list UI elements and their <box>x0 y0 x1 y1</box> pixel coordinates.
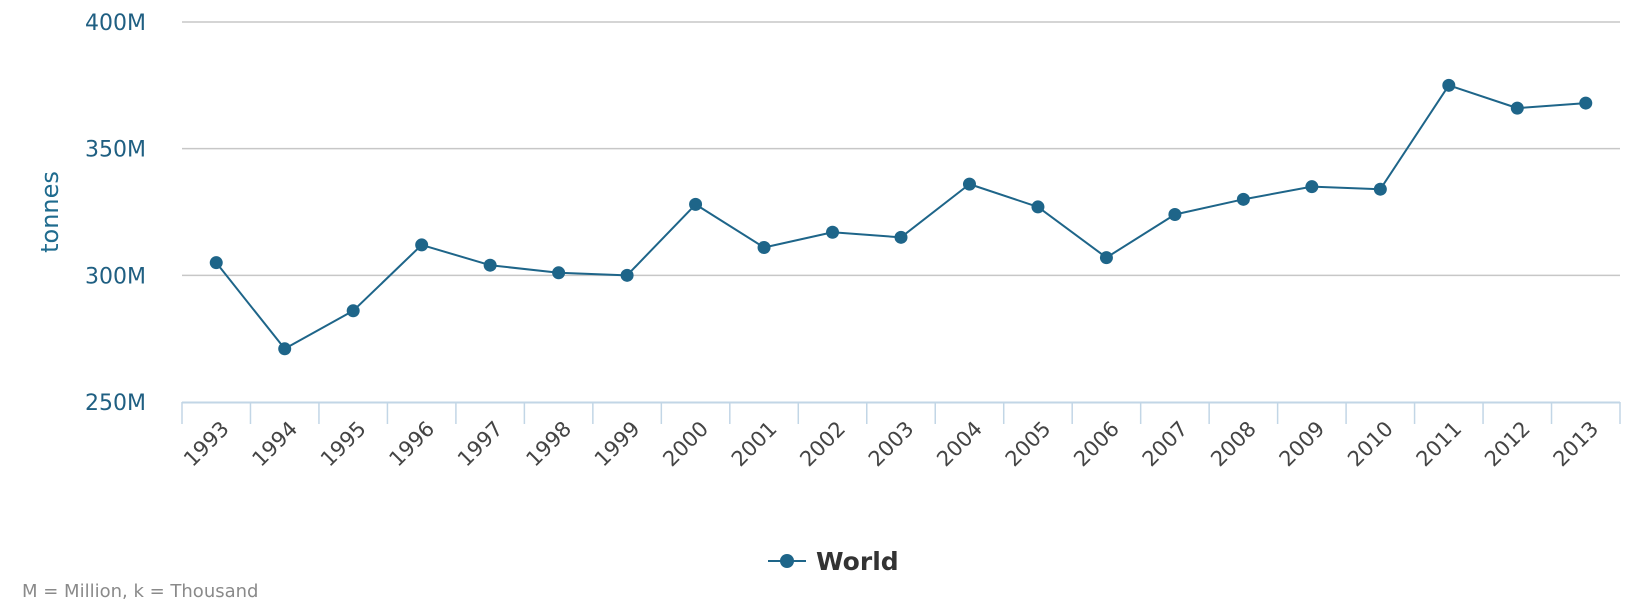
data-point-2000[interactable] <box>689 197 703 211</box>
y-axis-title: tonnes <box>36 171 64 253</box>
data-point-1994[interactable] <box>278 342 292 356</box>
data-point-2009[interactable] <box>1305 180 1319 194</box>
x-tick-label: 2004 <box>932 417 987 472</box>
y-tick-label: 250M <box>85 391 146 416</box>
data-point-2013[interactable] <box>1579 96 1593 110</box>
data-point-2002[interactable] <box>826 225 840 239</box>
grid-lines <box>182 21 1620 277</box>
data-point-1999[interactable] <box>620 268 634 282</box>
x-tick-label: 1998 <box>521 417 576 472</box>
legend-marker-icon <box>780 554 794 568</box>
data-point-1993[interactable] <box>209 256 223 270</box>
x-tick-label: 1997 <box>453 417 508 472</box>
x-tick-label: 2011 <box>1412 417 1467 472</box>
x-tick-label: 1999 <box>590 417 645 472</box>
legend-label-world: World <box>816 547 899 576</box>
x-tick-label: 2009 <box>1275 417 1330 472</box>
data-point-2004[interactable] <box>962 177 976 191</box>
data-point-1997[interactable] <box>483 258 497 272</box>
x-tick-label: 2005 <box>1001 417 1056 472</box>
data-point-2003[interactable] <box>894 230 908 244</box>
legend[interactable]: World <box>768 547 899 576</box>
x-tick-label: 1996 <box>384 417 439 472</box>
data-point-1996[interactable] <box>415 238 429 252</box>
x-axis <box>181 401 1621 424</box>
x-tick-label: 2012 <box>1480 417 1535 472</box>
data-point-1995[interactable] <box>346 304 360 318</box>
data-point-2012[interactable] <box>1510 101 1524 115</box>
data-point-2010[interactable] <box>1373 182 1387 196</box>
series-world <box>209 78 1593 356</box>
data-point-2005[interactable] <box>1031 200 1045 214</box>
x-tick-label: 2001 <box>727 417 782 472</box>
x-tick-labels: 1993 1994 1995 1996 1997 1998 1999 2000 2001 2002… <box>179 417 1603 472</box>
x-tick-label: 1994 <box>247 417 302 472</box>
x-tick-label: 2013 <box>1549 417 1604 472</box>
y-tick-label: 400M <box>85 11 146 36</box>
x-tick-label: 1993 <box>179 417 234 472</box>
x-tick-label: 2000 <box>658 417 713 472</box>
x-tick-label: 2007 <box>1138 417 1193 472</box>
x-tick-label: 2006 <box>1069 417 1124 472</box>
y-tick-label: 300M <box>85 264 146 289</box>
y-tick-labels: 250M 300M 350M 400M <box>85 11 146 416</box>
x-tick-label: 2003 <box>864 417 919 472</box>
data-point-1998[interactable] <box>552 266 566 280</box>
series-line-world <box>215 84 1586 350</box>
data-point-2001[interactable] <box>757 240 771 254</box>
footnote: M = Million, k = Thousand <box>22 581 258 602</box>
x-tick-label: 2008 <box>1206 417 1261 472</box>
data-point-2008[interactable] <box>1236 192 1250 206</box>
x-tick-label: 1995 <box>316 417 371 472</box>
x-tick-label: 2002 <box>795 417 850 472</box>
data-point-2006[interactable] <box>1099 251 1113 265</box>
y-tick-label: 350M <box>85 138 146 163</box>
data-point-2011[interactable] <box>1442 78 1456 92</box>
x-tick-label: 2010 <box>1343 417 1398 472</box>
data-point-2007[interactable] <box>1168 208 1182 222</box>
